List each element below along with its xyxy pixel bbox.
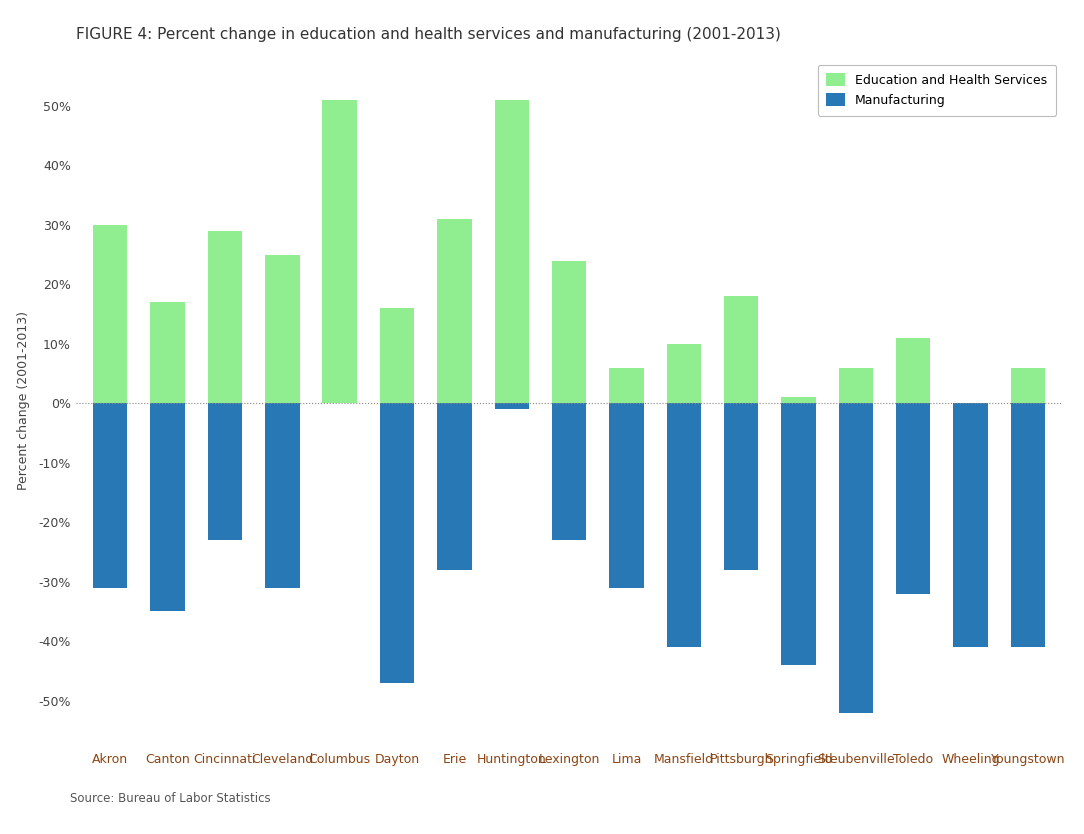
Bar [667, 344, 701, 404]
Bar [896, 404, 930, 594]
Bar [609, 404, 644, 588]
Bar [437, 219, 472, 404]
Bar [151, 404, 185, 611]
Bar [1010, 404, 1045, 647]
Bar [896, 338, 930, 404]
Legend: Education and Health Services, Manufacturing: Education and Health Services, Manufactu… [817, 64, 1056, 116]
Bar [93, 404, 128, 588]
Bar [667, 404, 701, 647]
Bar [552, 404, 586, 540]
Bar [266, 254, 299, 404]
Bar [782, 397, 815, 404]
Bar [953, 404, 988, 647]
Text: FIGURE 4: Percent change in education and health services and manufacturing (200: FIGURE 4: Percent change in education an… [76, 27, 780, 42]
Bar [93, 225, 128, 404]
Bar [609, 368, 644, 404]
Bar [266, 404, 299, 588]
Bar [724, 404, 759, 570]
Bar [552, 260, 586, 404]
Bar [782, 404, 815, 665]
Text: Source: Bureau of Labor Statistics: Source: Bureau of Labor Statistics [70, 791, 271, 805]
Bar [839, 368, 873, 404]
Bar [379, 404, 414, 683]
Bar [1010, 368, 1045, 404]
Bar [437, 404, 472, 570]
Bar [151, 302, 185, 404]
Bar [208, 404, 242, 540]
Bar [724, 296, 759, 404]
Bar [322, 100, 357, 404]
Bar [379, 308, 414, 404]
Bar [208, 231, 242, 404]
Bar [494, 404, 529, 409]
Y-axis label: Percent change (2001-2013): Percent change (2001-2013) [17, 311, 30, 490]
Bar [839, 404, 873, 712]
Bar [494, 100, 529, 404]
Bar [953, 404, 988, 636]
